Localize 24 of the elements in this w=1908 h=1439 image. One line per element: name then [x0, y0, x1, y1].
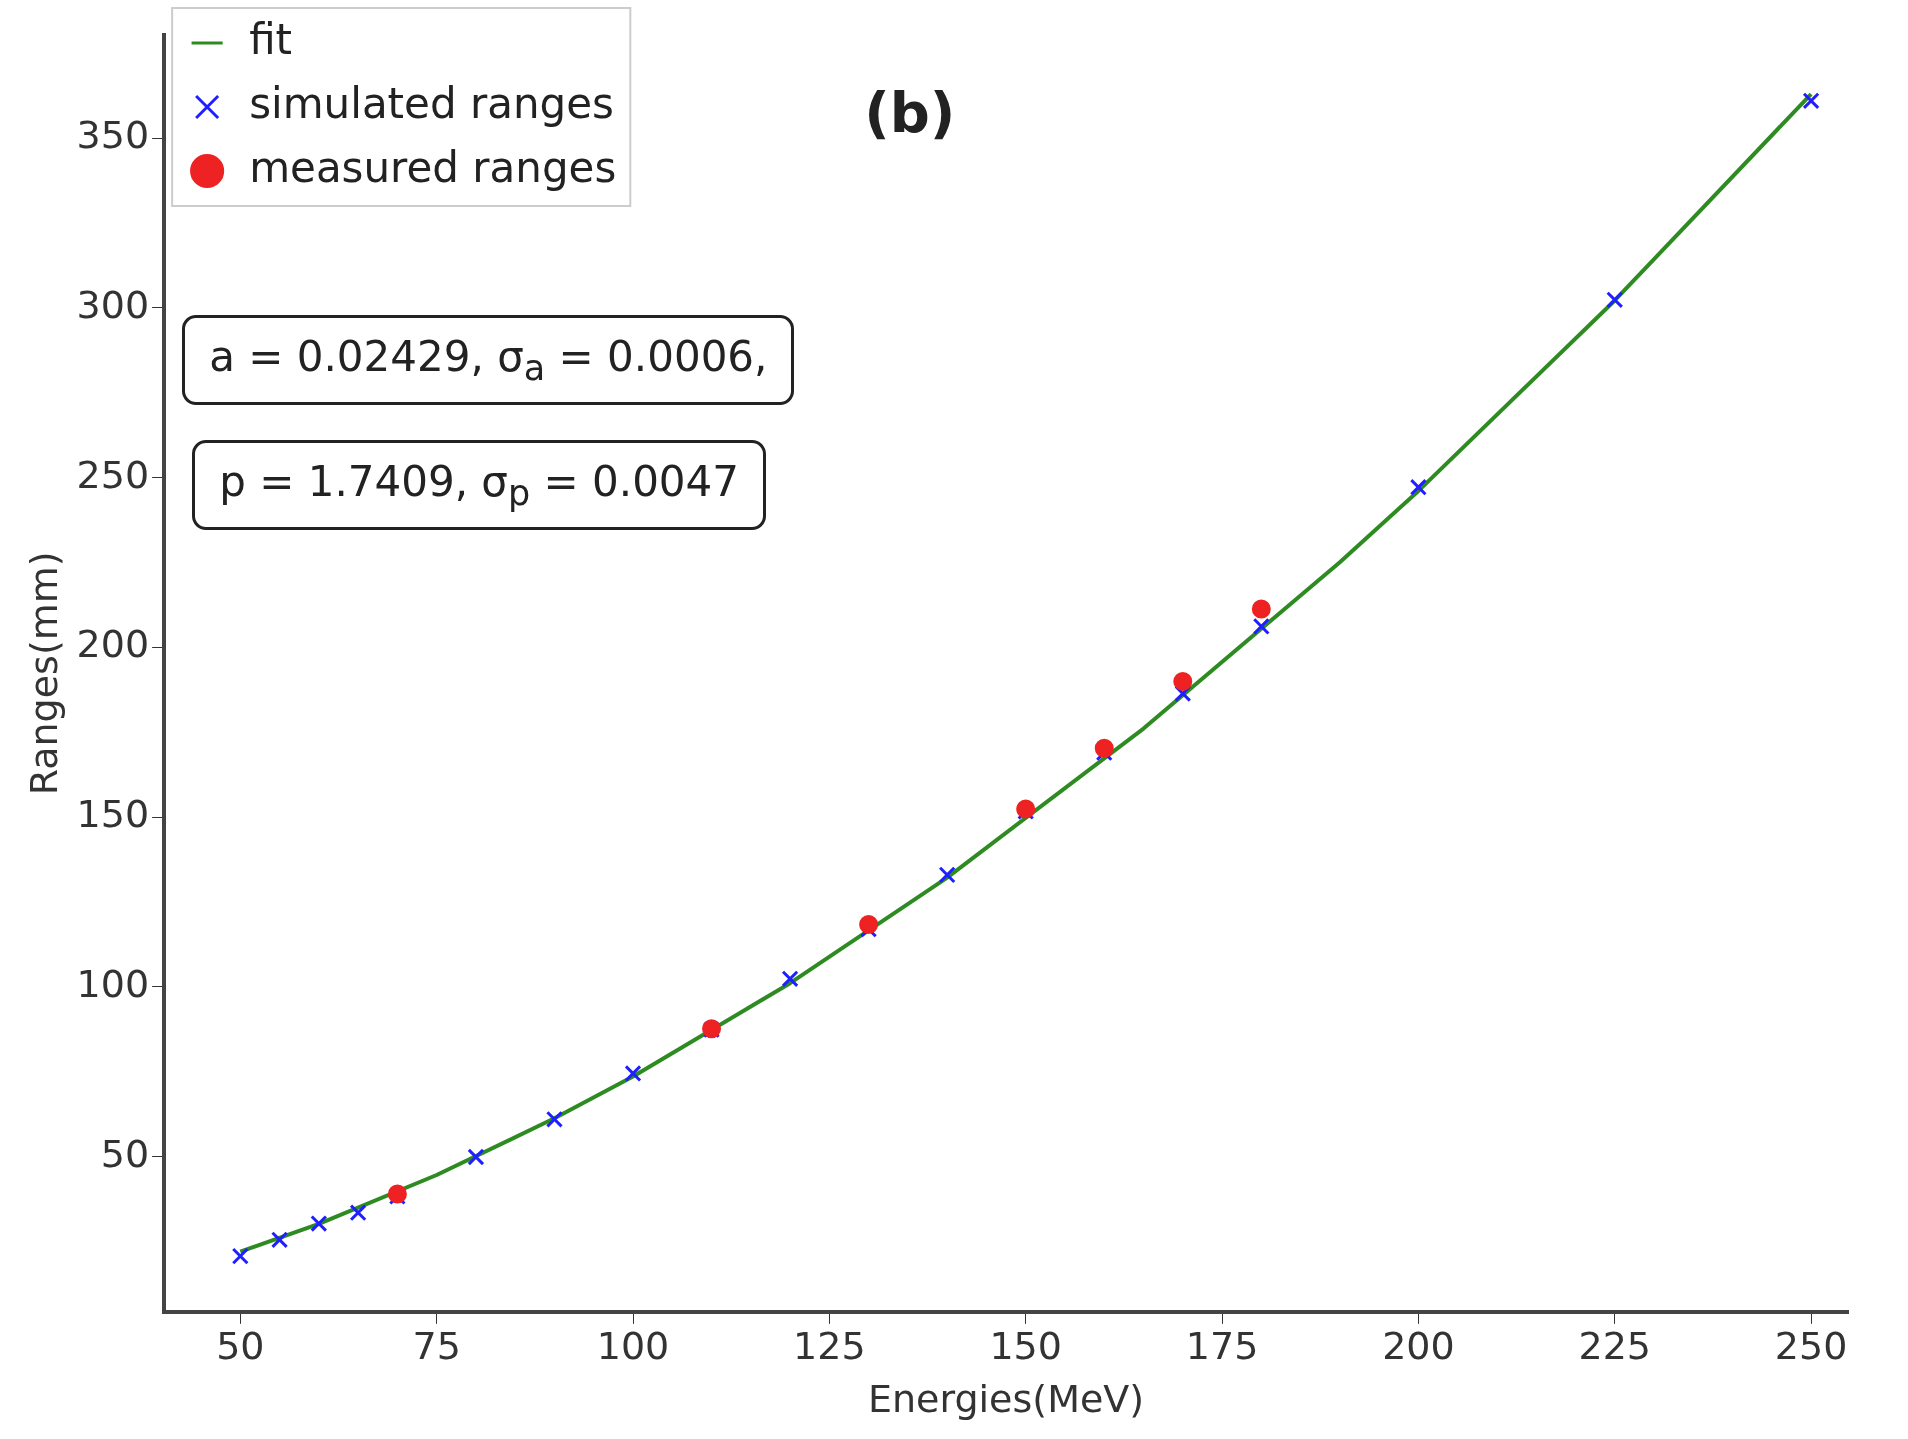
- y-tick-label: 150: [76, 792, 150, 837]
- annotation: a = 0.02429, σ$_{a}$ = 0.0006,: [182, 315, 795, 406]
- x-tick-label: 100: [596, 1324, 670, 1369]
- y-tick-label: 200: [76, 622, 150, 667]
- x-tick-label: 250: [1774, 1324, 1848, 1369]
- y-tick-label: 350: [76, 113, 150, 158]
- legend-label: measured ranges: [249, 142, 617, 192]
- annotation: (b): [864, 80, 956, 145]
- x-tick-label: 225: [1578, 1324, 1652, 1369]
- x-tick-label: 50: [216, 1324, 265, 1369]
- y-tick-label: 50: [100, 1131, 150, 1176]
- y-tick-label: 300: [76, 282, 150, 327]
- y-axis-title: Ranges(mm): [21, 551, 66, 796]
- legend-label: simulated ranges: [249, 78, 614, 128]
- legend-label: fit: [249, 14, 293, 64]
- x-tick-label: 75: [412, 1324, 461, 1369]
- x-tick-label: 125: [793, 1324, 866, 1369]
- x-axis-title: Energies(MeV): [868, 1377, 1145, 1422]
- annotation: p = 1.7409, σ$_{p}$ = 0.0047: [192, 440, 767, 531]
- y-tick-label: 100: [76, 961, 150, 1006]
- x-tick-label: 150: [989, 1324, 1062, 1369]
- y-tick-label: 250: [76, 452, 150, 497]
- x-tick-label: 175: [1185, 1324, 1259, 1369]
- x-tick-label: 200: [1382, 1324, 1455, 1369]
